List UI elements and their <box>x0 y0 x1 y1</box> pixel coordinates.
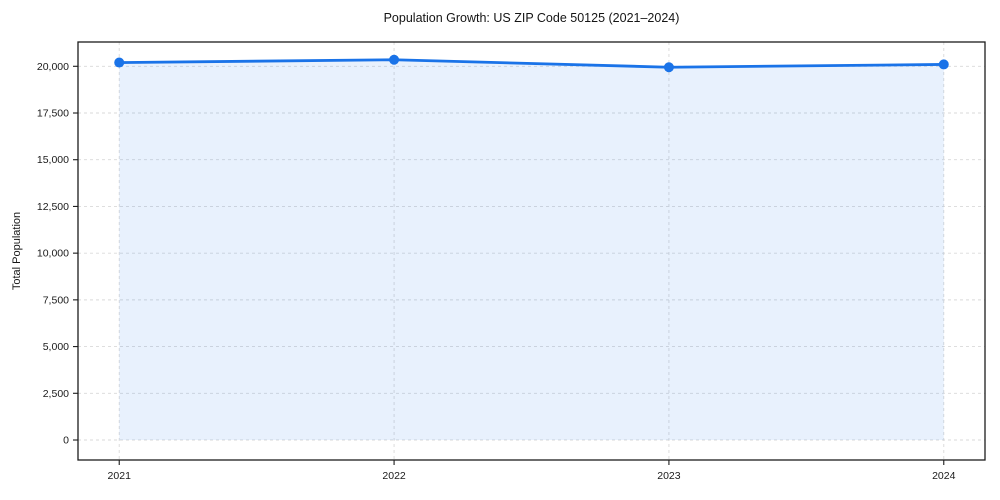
y-tick-label: 15,000 <box>37 154 69 166</box>
x-tick-label: 2022 <box>382 470 406 482</box>
x-tick-label: 2023 <box>657 470 681 482</box>
data-line <box>117 58 946 69</box>
y-tick-label: 17,500 <box>37 108 69 120</box>
y-tick-label: 5,000 <box>43 341 69 353</box>
tick-marks <box>73 65 945 465</box>
data-point-2024 <box>938 59 949 70</box>
grid-lines <box>78 42 985 460</box>
area-fill <box>119 59 944 441</box>
y-tick-label: 7,500 <box>43 294 69 306</box>
data-point-2022 <box>389 54 400 65</box>
data-point-2023 <box>663 62 674 73</box>
y-tick-label: 2,500 <box>43 388 69 400</box>
y-tick-label: 20,000 <box>37 61 69 73</box>
x-tick-label: 2021 <box>108 470 132 482</box>
chart-title: Population Growth: US ZIP Code 50125 (20… <box>383 11 680 25</box>
x-tick-label: 2024 <box>932 470 956 482</box>
y-tick-label: 10,000 <box>37 248 69 260</box>
plot-border <box>77 41 986 461</box>
y-tick-label: 0 <box>63 435 69 447</box>
y-tick-label: 12,500 <box>37 201 69 213</box>
data-point-2021 <box>114 57 125 68</box>
